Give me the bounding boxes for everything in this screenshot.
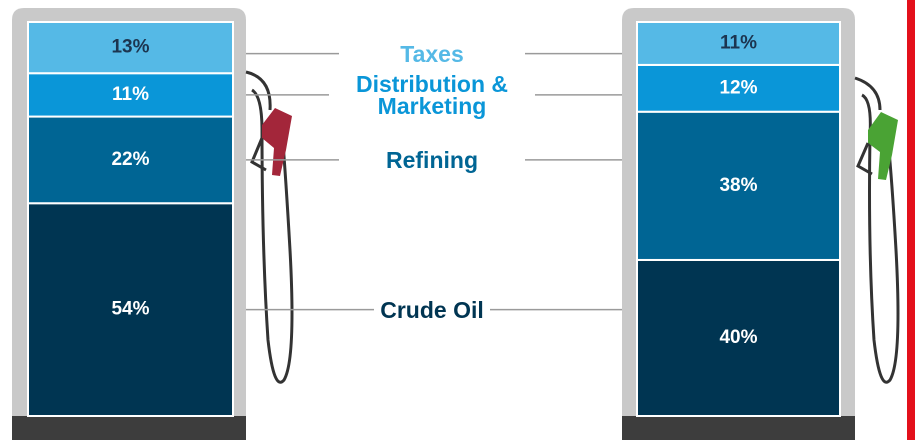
bar-segment bbox=[636, 110, 841, 261]
nozzle-trigger bbox=[250, 137, 267, 172]
data-label: 12% bbox=[719, 77, 757, 98]
data-label: 38% bbox=[719, 175, 757, 196]
bar-segment bbox=[636, 21, 841, 66]
nozzle bbox=[262, 108, 292, 176]
data-label: 13% bbox=[111, 37, 149, 58]
legend-label: Refining bbox=[386, 146, 478, 173]
legend-label: Crude Oil bbox=[380, 296, 484, 323]
data-label: 40% bbox=[719, 327, 757, 348]
edge-bar bbox=[907, 0, 915, 440]
legend-label: Taxes bbox=[400, 40, 464, 67]
nozzle bbox=[868, 112, 898, 180]
pump-base bbox=[622, 416, 855, 440]
bar-segment bbox=[27, 21, 234, 75]
data-label: 22% bbox=[111, 149, 149, 170]
nozzle-trigger bbox=[856, 142, 873, 176]
data-label: 54% bbox=[111, 299, 149, 320]
legend-label: Distribution & Marketing bbox=[355, 70, 509, 119]
pump-base bbox=[12, 416, 246, 440]
data-label: 11% bbox=[720, 32, 757, 53]
bar-segment bbox=[636, 258, 841, 417]
bar-segment bbox=[27, 202, 234, 417]
bar-segment bbox=[27, 115, 234, 205]
data-label: 11% bbox=[112, 84, 149, 105]
